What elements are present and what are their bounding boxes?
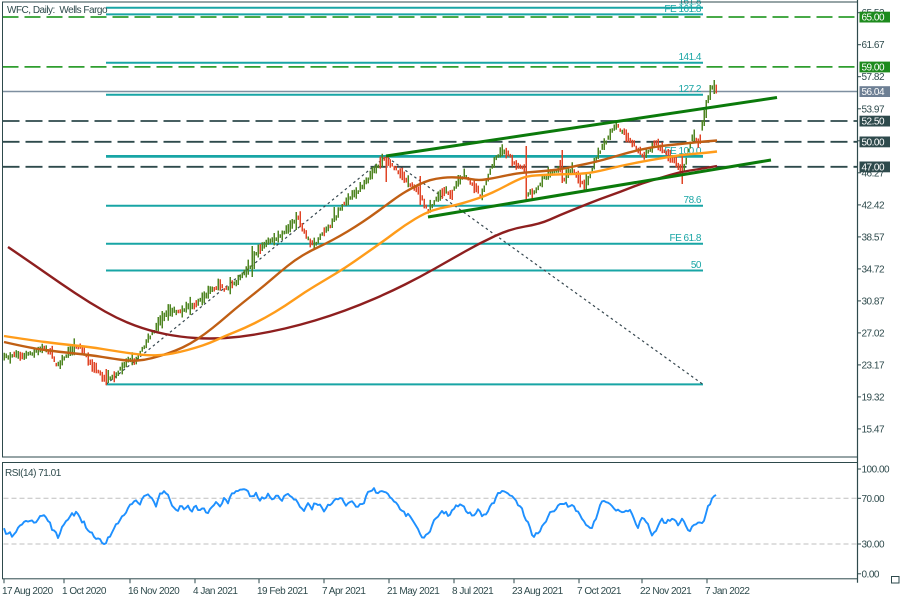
svg-text:141.4: 141.4 [678, 52, 701, 63]
svg-text:4 Jan 2021: 4 Jan 2021 [193, 586, 238, 597]
svg-text:FE 161.8: FE 161.8 [664, 4, 702, 15]
svg-text:61.67: 61.67 [862, 40, 885, 51]
svg-text:50.00: 50.00 [862, 137, 885, 148]
svg-text:1 Oct 2020: 1 Oct 2020 [62, 586, 107, 597]
svg-text:78.6: 78.6 [684, 195, 702, 206]
svg-text:FE 61.8: FE 61.8 [669, 233, 701, 244]
svg-text:42.42: 42.42 [862, 200, 885, 211]
svg-text:100.00: 100.00 [862, 465, 891, 476]
svg-text:59.00: 59.00 [862, 63, 885, 74]
svg-text:7 Jan 2022: 7 Jan 2022 [705, 586, 750, 597]
svg-text:34.72: 34.72 [862, 264, 885, 275]
svg-text:56.04: 56.04 [862, 87, 885, 98]
svg-text:7 Oct 2021: 7 Oct 2021 [577, 586, 622, 597]
svg-text:47.00: 47.00 [862, 162, 885, 173]
svg-text:21 May 2021: 21 May 2021 [387, 586, 440, 597]
svg-text:50: 50 [691, 260, 702, 271]
svg-text:0.00: 0.00 [862, 569, 880, 580]
svg-text:57.82: 57.82 [862, 72, 885, 83]
svg-text:19 Feb 2021: 19 Feb 2021 [257, 586, 309, 597]
svg-text:30.87: 30.87 [862, 296, 885, 307]
svg-text:30.00: 30.00 [862, 540, 885, 551]
svg-text:WFC, Daily: Wells Fargo: WFC, Daily: Wells Fargo [7, 5, 108, 16]
svg-text:8 Jul 2021: 8 Jul 2021 [452, 586, 494, 597]
svg-text:15.47: 15.47 [862, 424, 885, 435]
svg-text:23.17: 23.17 [862, 360, 885, 371]
svg-text:23 Aug 2021: 23 Aug 2021 [512, 586, 564, 597]
svg-text:127.2: 127.2 [678, 84, 701, 95]
svg-text:7 Apr 2021: 7 Apr 2021 [322, 586, 366, 597]
svg-text:70.00: 70.00 [862, 494, 885, 505]
svg-text:52.50: 52.50 [862, 117, 885, 128]
svg-text:22 Nov 2021: 22 Nov 2021 [640, 586, 692, 597]
svg-text:16 Nov 2020: 16 Nov 2020 [128, 586, 180, 597]
svg-text:17 Aug 2020: 17 Aug 2020 [2, 586, 54, 597]
svg-text:27.02: 27.02 [862, 328, 885, 339]
svg-text:161.8: 161.8 [678, 0, 701, 8]
svg-text:FE 100.0: FE 100.0 [664, 146, 702, 157]
svg-text:65.00: 65.00 [862, 13, 885, 24]
svg-text:RSI(14) 71.01: RSI(14) 71.01 [5, 468, 62, 479]
svg-text:19.32: 19.32 [862, 392, 885, 403]
svg-text:38.57: 38.57 [862, 232, 885, 243]
svg-text:46.27: 46.27 [862, 168, 885, 179]
svg-text:53.97: 53.97 [862, 104, 885, 115]
